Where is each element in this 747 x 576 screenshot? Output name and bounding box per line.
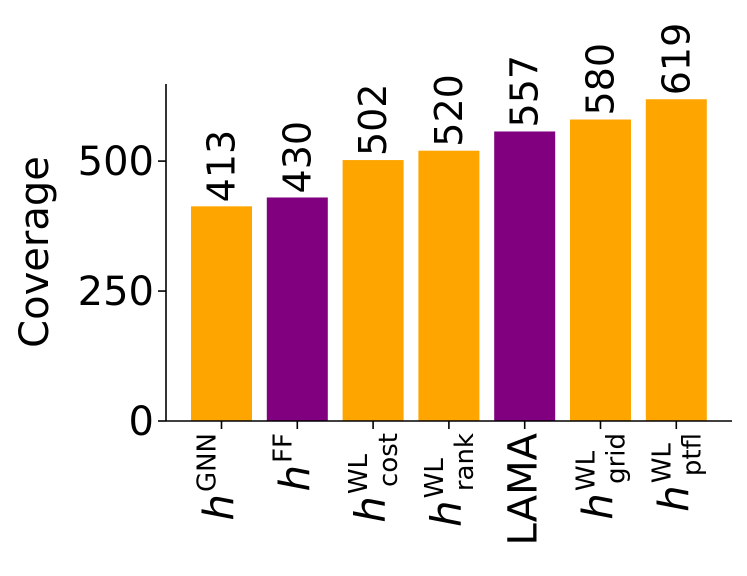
category-label-3: hWLrank <box>420 433 480 527</box>
svg-text:hWLgrid: hWLgrid <box>572 433 632 520</box>
y-tick-label-1: 250 <box>78 269 154 315</box>
bar-1 <box>266 197 328 421</box>
category-label-1: hFF <box>268 433 319 492</box>
value-label-3: 520 <box>427 74 471 147</box>
value-label-0: 413 <box>200 130 244 203</box>
bar-3 <box>418 150 480 422</box>
category-label-4: LAMA <box>501 432 547 545</box>
svg-text:hWLcost: hWLcost <box>344 433 404 523</box>
bar-5 <box>570 119 631 422</box>
axes-group: 0 250 500 <box>78 84 732 445</box>
y-tick-label-0: 0 <box>129 399 154 445</box>
svg-text:LAMA: LAMA <box>501 432 547 545</box>
bars-group <box>191 99 707 422</box>
svg-text:hWLptfl: hWLptfl <box>647 433 707 512</box>
y-tick-label-2: 500 <box>78 139 154 185</box>
value-label-6: 619 <box>654 23 698 96</box>
category-label-5: hWLgrid <box>572 433 632 520</box>
category-label-6: hWLptfl <box>647 433 707 512</box>
value-label-2: 502 <box>351 84 395 157</box>
svg-text:hWLrank: hWLrank <box>420 433 480 527</box>
value-label-5: 580 <box>579 43 623 116</box>
svg-text:hFF: hFF <box>268 433 319 492</box>
category-label-0: hGNN <box>193 433 244 521</box>
value-label-4: 557 <box>503 55 547 128</box>
y-axis-label: Coverage <box>12 156 58 348</box>
labels-group: 413 430 502 520 557 580 619 hGNN hFF hWLcost hWLra… <box>193 23 708 546</box>
svg-text:hGNN: hGNN <box>193 433 244 521</box>
bar-6 <box>645 99 707 421</box>
bar-4 <box>494 131 556 421</box>
bar-0 <box>191 206 252 421</box>
bar-2 <box>342 160 404 421</box>
value-label-1: 430 <box>275 121 319 194</box>
category-label-2: hWLcost <box>344 433 404 523</box>
